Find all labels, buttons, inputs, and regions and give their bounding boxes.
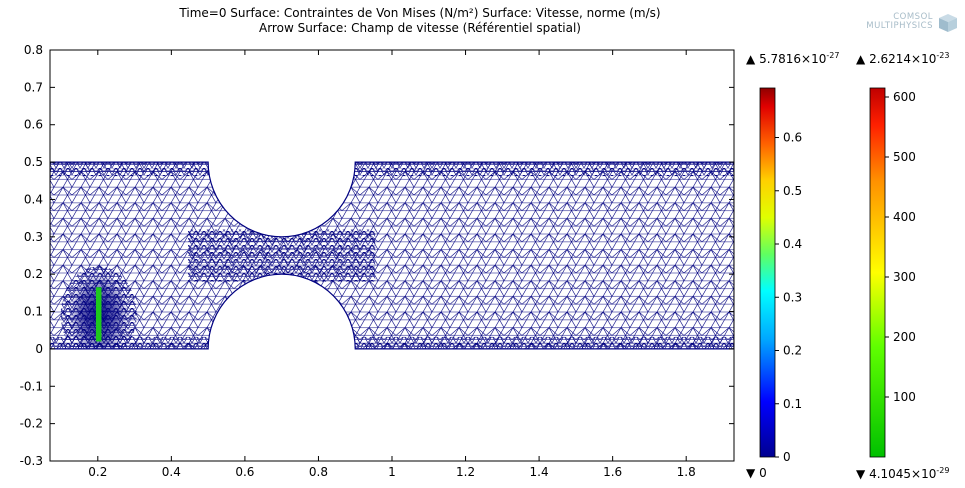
- max-marker-icon: ▲: [856, 52, 866, 66]
- domain-boundary: [50, 161, 734, 350]
- y-tick-label: -0.2: [20, 417, 43, 431]
- velocity-min-exponent: -29: [936, 466, 950, 475]
- x-tick-label: 0.2: [88, 465, 107, 479]
- von-mises-max-label: ▲ 5.7816×10-27: [746, 51, 839, 66]
- velocity-min-label: ▼ 4.1045×10-29: [856, 466, 949, 481]
- colorbar-tick-label: 300: [893, 270, 916, 284]
- colorbar-tick-label: 600: [893, 90, 916, 104]
- y-tick-label: 0.4: [24, 192, 43, 206]
- x-axis-ticks: 0.2 0.4 0.6 0.8 1 1.2 1.4 1.6 1.8: [88, 50, 696, 479]
- colorbar-tick-label: 0: [783, 450, 791, 464]
- colorbar-von-mises: [759, 87, 776, 458]
- x-tick-label: 1.6: [603, 465, 622, 479]
- x-tick-label: 1: [388, 465, 396, 479]
- y-axis-ticks: -0.3 -0.2 -0.1 0 0.1 0.2 0.3 0.4 0.5 0.6 0.7 0.8: [20, 43, 734, 468]
- x-tick-label: 0.4: [162, 465, 181, 479]
- x-tick-label: 1.8: [677, 465, 696, 479]
- velocity-max-label: ▲ 2.6214×10-23: [856, 51, 949, 66]
- logo-text-line2: MULTIPHYSICS: [866, 21, 933, 31]
- colorbar-tick-label: 0.4: [783, 237, 802, 251]
- mesh-region: [50, 162, 734, 349]
- von-mises-max-exponent: -27: [826, 51, 840, 60]
- y-tick-label: 0.1: [24, 305, 43, 319]
- colorbar-tick-label: 200: [893, 330, 916, 344]
- y-tick-label: 0.6: [24, 118, 43, 132]
- x-tick-label: 0.6: [235, 465, 254, 479]
- plot-title-line1: Time=0 Surface: Contraintes de Von Mises…: [179, 6, 661, 20]
- colorbar-tick-label: 0.2: [783, 344, 802, 358]
- velocity-max-value: 2.6214×10: [869, 52, 937, 66]
- solid-obstacle[interactable]: [95, 287, 102, 342]
- velocity-min-value: 4.1045×10: [869, 467, 937, 481]
- mesh-domain: [50, 161, 734, 350]
- plot-frame: [49, 49, 735, 462]
- min-marker-icon: ▼: [746, 466, 756, 480]
- y-tick-label: 0.5: [24, 155, 43, 169]
- top-wall-layer: [50, 162, 734, 177]
- colorbar-tick-label: 0.5: [783, 184, 802, 198]
- logo-text-line1: COMSOL: [893, 12, 933, 22]
- y-tick-label: -0.1: [20, 379, 43, 393]
- colorbar-von-mises-ticks: 0.6 0.5 0.4 0.3 0.2 0.1 0: [775, 131, 802, 464]
- y-tick-label: 0.7: [24, 80, 43, 94]
- colorbar-tick-label: 0.1: [783, 397, 802, 411]
- colorbar-velocity-ticks: 600 500 400 300 200 100: [885, 90, 916, 404]
- colorbar-velocity: [869, 87, 886, 458]
- von-mises-min-label: ▼ 0: [746, 466, 767, 480]
- y-tick-label: 0.2: [24, 267, 43, 281]
- x-tick-label: 0.8: [309, 465, 328, 479]
- von-mises-max-value: 5.7816×10: [759, 52, 827, 66]
- y-tick-label: -0.3: [20, 454, 43, 468]
- y-tick-label: 0.3: [24, 230, 43, 244]
- colorbar-tick-label: 0.3: [783, 290, 802, 304]
- von-mises-min-value: 0: [759, 466, 767, 480]
- colorbar-tick-label: 400: [893, 210, 916, 224]
- x-tick-label: 1.4: [530, 465, 549, 479]
- colorbar-tick-label: 100: [893, 390, 916, 404]
- colorbar-tick-label: 0.6: [783, 131, 802, 145]
- x-tick-label: 1.2: [456, 465, 475, 479]
- max-marker-icon: ▲: [746, 52, 756, 66]
- bottom-wall-layer: [50, 336, 734, 349]
- y-tick-label: 0: [35, 342, 43, 356]
- min-marker-icon: ▼: [856, 467, 866, 481]
- comsol-cube-icon: [939, 14, 957, 32]
- comsol-logo: COMSOL MULTIPHYSICS: [833, 10, 963, 34]
- throat-refinement: [188, 229, 376, 282]
- velocity-max-exponent: -23: [936, 51, 950, 60]
- colorbar-tick-label: 500: [893, 150, 916, 164]
- y-tick-label: 0.8: [24, 43, 43, 57]
- plot-title-line2: Arrow Surface: Champ de vitesse (Référen…: [259, 21, 581, 35]
